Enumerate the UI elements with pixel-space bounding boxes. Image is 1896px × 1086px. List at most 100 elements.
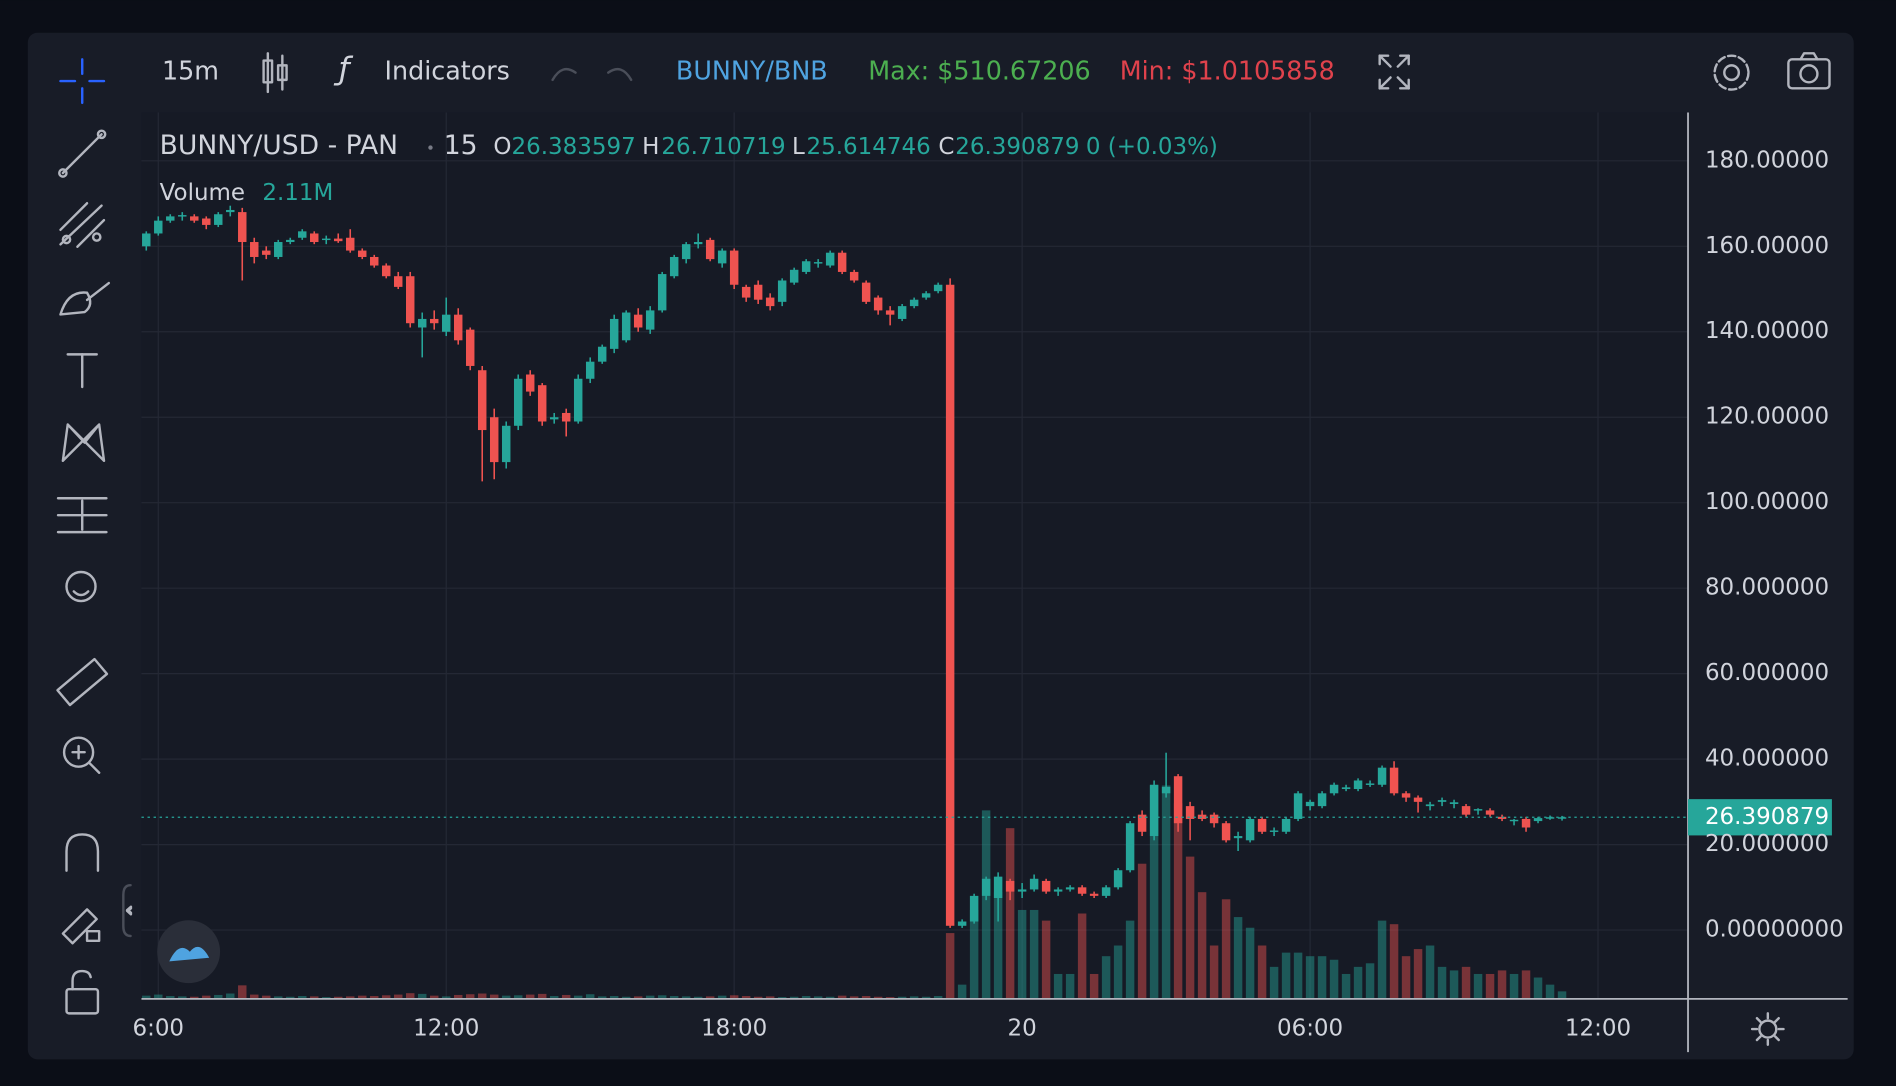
trend-line-tool[interactable] — [58, 129, 107, 178]
candle-body — [322, 238, 331, 241]
candle-body — [250, 242, 259, 257]
volume-bar — [1197, 892, 1207, 999]
theme-button[interactable] — [1750, 1012, 1785, 1047]
volume-bar — [1545, 984, 1555, 999]
volume-bar — [334, 996, 343, 999]
volume-bar — [705, 996, 715, 999]
magnet-tool[interactable] — [65, 833, 100, 872]
interval-button[interactable]: 15m — [162, 56, 219, 86]
candle-body — [1149, 784, 1159, 837]
ohlc-key: O — [493, 134, 511, 160]
volume-bar — [921, 996, 931, 999]
volume-bar — [1149, 785, 1159, 999]
indicators-button[interactable]: Indicators — [385, 56, 510, 86]
candle-body — [370, 256, 379, 266]
candle-body — [1017, 889, 1027, 892]
candle-body — [1137, 814, 1147, 832]
candle-body — [1065, 887, 1075, 890]
pattern-tool[interactable] — [61, 423, 106, 462]
candle-body — [346, 237, 355, 251]
candle-body — [1401, 793, 1411, 798]
volume-bar — [993, 892, 1003, 999]
undo-redo[interactable] — [551, 67, 633, 82]
candle-body — [1221, 823, 1231, 841]
candle-body — [477, 370, 487, 431]
zoom-tool[interactable] — [62, 736, 101, 774]
chart-type-button[interactable] — [262, 52, 288, 94]
volume-bar — [1125, 920, 1135, 999]
candle-body — [1161, 786, 1171, 794]
candle-body — [1305, 801, 1315, 807]
candle-body — [885, 310, 895, 315]
volume-bar — [453, 994, 463, 999]
crosshair-tool[interactable] — [59, 58, 106, 105]
volume-bar — [274, 996, 283, 999]
candle-body — [1521, 818, 1531, 828]
candle-body — [777, 280, 787, 302]
volume-bar — [1221, 899, 1231, 999]
candle-body — [142, 233, 151, 247]
candle-body — [1449, 802, 1459, 804]
volume-bar — [154, 994, 163, 999]
volume-bar — [1245, 927, 1255, 999]
lock-drawings-tool[interactable] — [61, 908, 101, 945]
candle-body — [921, 293, 931, 298]
candle-body — [741, 286, 751, 298]
volume-bar — [1557, 991, 1567, 999]
collapse-tab[interactable] — [122, 883, 132, 938]
ohlc-value: 26.390879 — [955, 134, 1079, 160]
volume-bar — [310, 996, 319, 999]
volume-bar — [1077, 913, 1087, 999]
volume-bar — [178, 996, 187, 999]
volume-bar — [765, 996, 775, 999]
y-tick-label: 180.00000 — [1705, 147, 1829, 173]
candle-body — [453, 314, 463, 341]
fullscreen-button[interactable] — [1378, 54, 1410, 90]
candle-body — [1293, 793, 1303, 819]
emoji-tool[interactable] — [65, 570, 97, 603]
candle-body — [238, 212, 247, 243]
candle-body — [441, 314, 451, 332]
volume-bar — [1173, 803, 1183, 999]
ohlc-value: 26.383597 — [511, 134, 635, 160]
y-tick-label: 140.00000 — [1705, 318, 1829, 344]
candle-body — [981, 878, 991, 896]
volume-bar — [1089, 973, 1099, 999]
candle-body — [1461, 806, 1471, 815]
candle-body — [597, 346, 607, 362]
candle-body — [465, 329, 475, 366]
ruler-tool[interactable] — [56, 657, 109, 707]
snapshot-button[interactable] — [1787, 52, 1831, 90]
candle-body — [765, 297, 775, 307]
change-value: 0 (+0.03%) — [1086, 134, 1218, 160]
candle-body — [561, 412, 571, 422]
plot-area — [141, 112, 1689, 999]
volume-bar — [1341, 973, 1351, 999]
y-tick-label: 0.00000000 — [1705, 917, 1844, 943]
candle-body — [525, 374, 535, 392]
candle-body — [214, 214, 223, 225]
unlock-tool[interactable] — [65, 969, 100, 1015]
volume-bar — [825, 996, 835, 999]
volume-bar — [981, 810, 991, 999]
volume-bar — [933, 996, 943, 999]
volume-bar — [1005, 828, 1015, 999]
candle-body — [489, 417, 499, 463]
candle-body — [202, 218, 211, 225]
text-tool[interactable] — [66, 353, 98, 389]
settings-button[interactable] — [1713, 54, 1750, 91]
prediction-tool[interactable] — [56, 497, 108, 534]
candle-body — [573, 378, 583, 422]
volume-bar — [957, 984, 967, 999]
volume-bar — [537, 993, 547, 999]
volume-bar — [238, 985, 247, 999]
x-tick-label: 06:00 — [1277, 1016, 1343, 1042]
candle-body — [1077, 887, 1087, 894]
candle-body — [645, 310, 655, 330]
collapse-arrow: ‹ — [126, 900, 133, 920]
brush-tool[interactable] — [59, 281, 111, 316]
candle-body — [178, 215, 187, 217]
candle-body — [394, 276, 403, 287]
fib-tool[interactable] — [59, 202, 106, 248]
x-tick-label: 12:00 — [1565, 1016, 1631, 1042]
